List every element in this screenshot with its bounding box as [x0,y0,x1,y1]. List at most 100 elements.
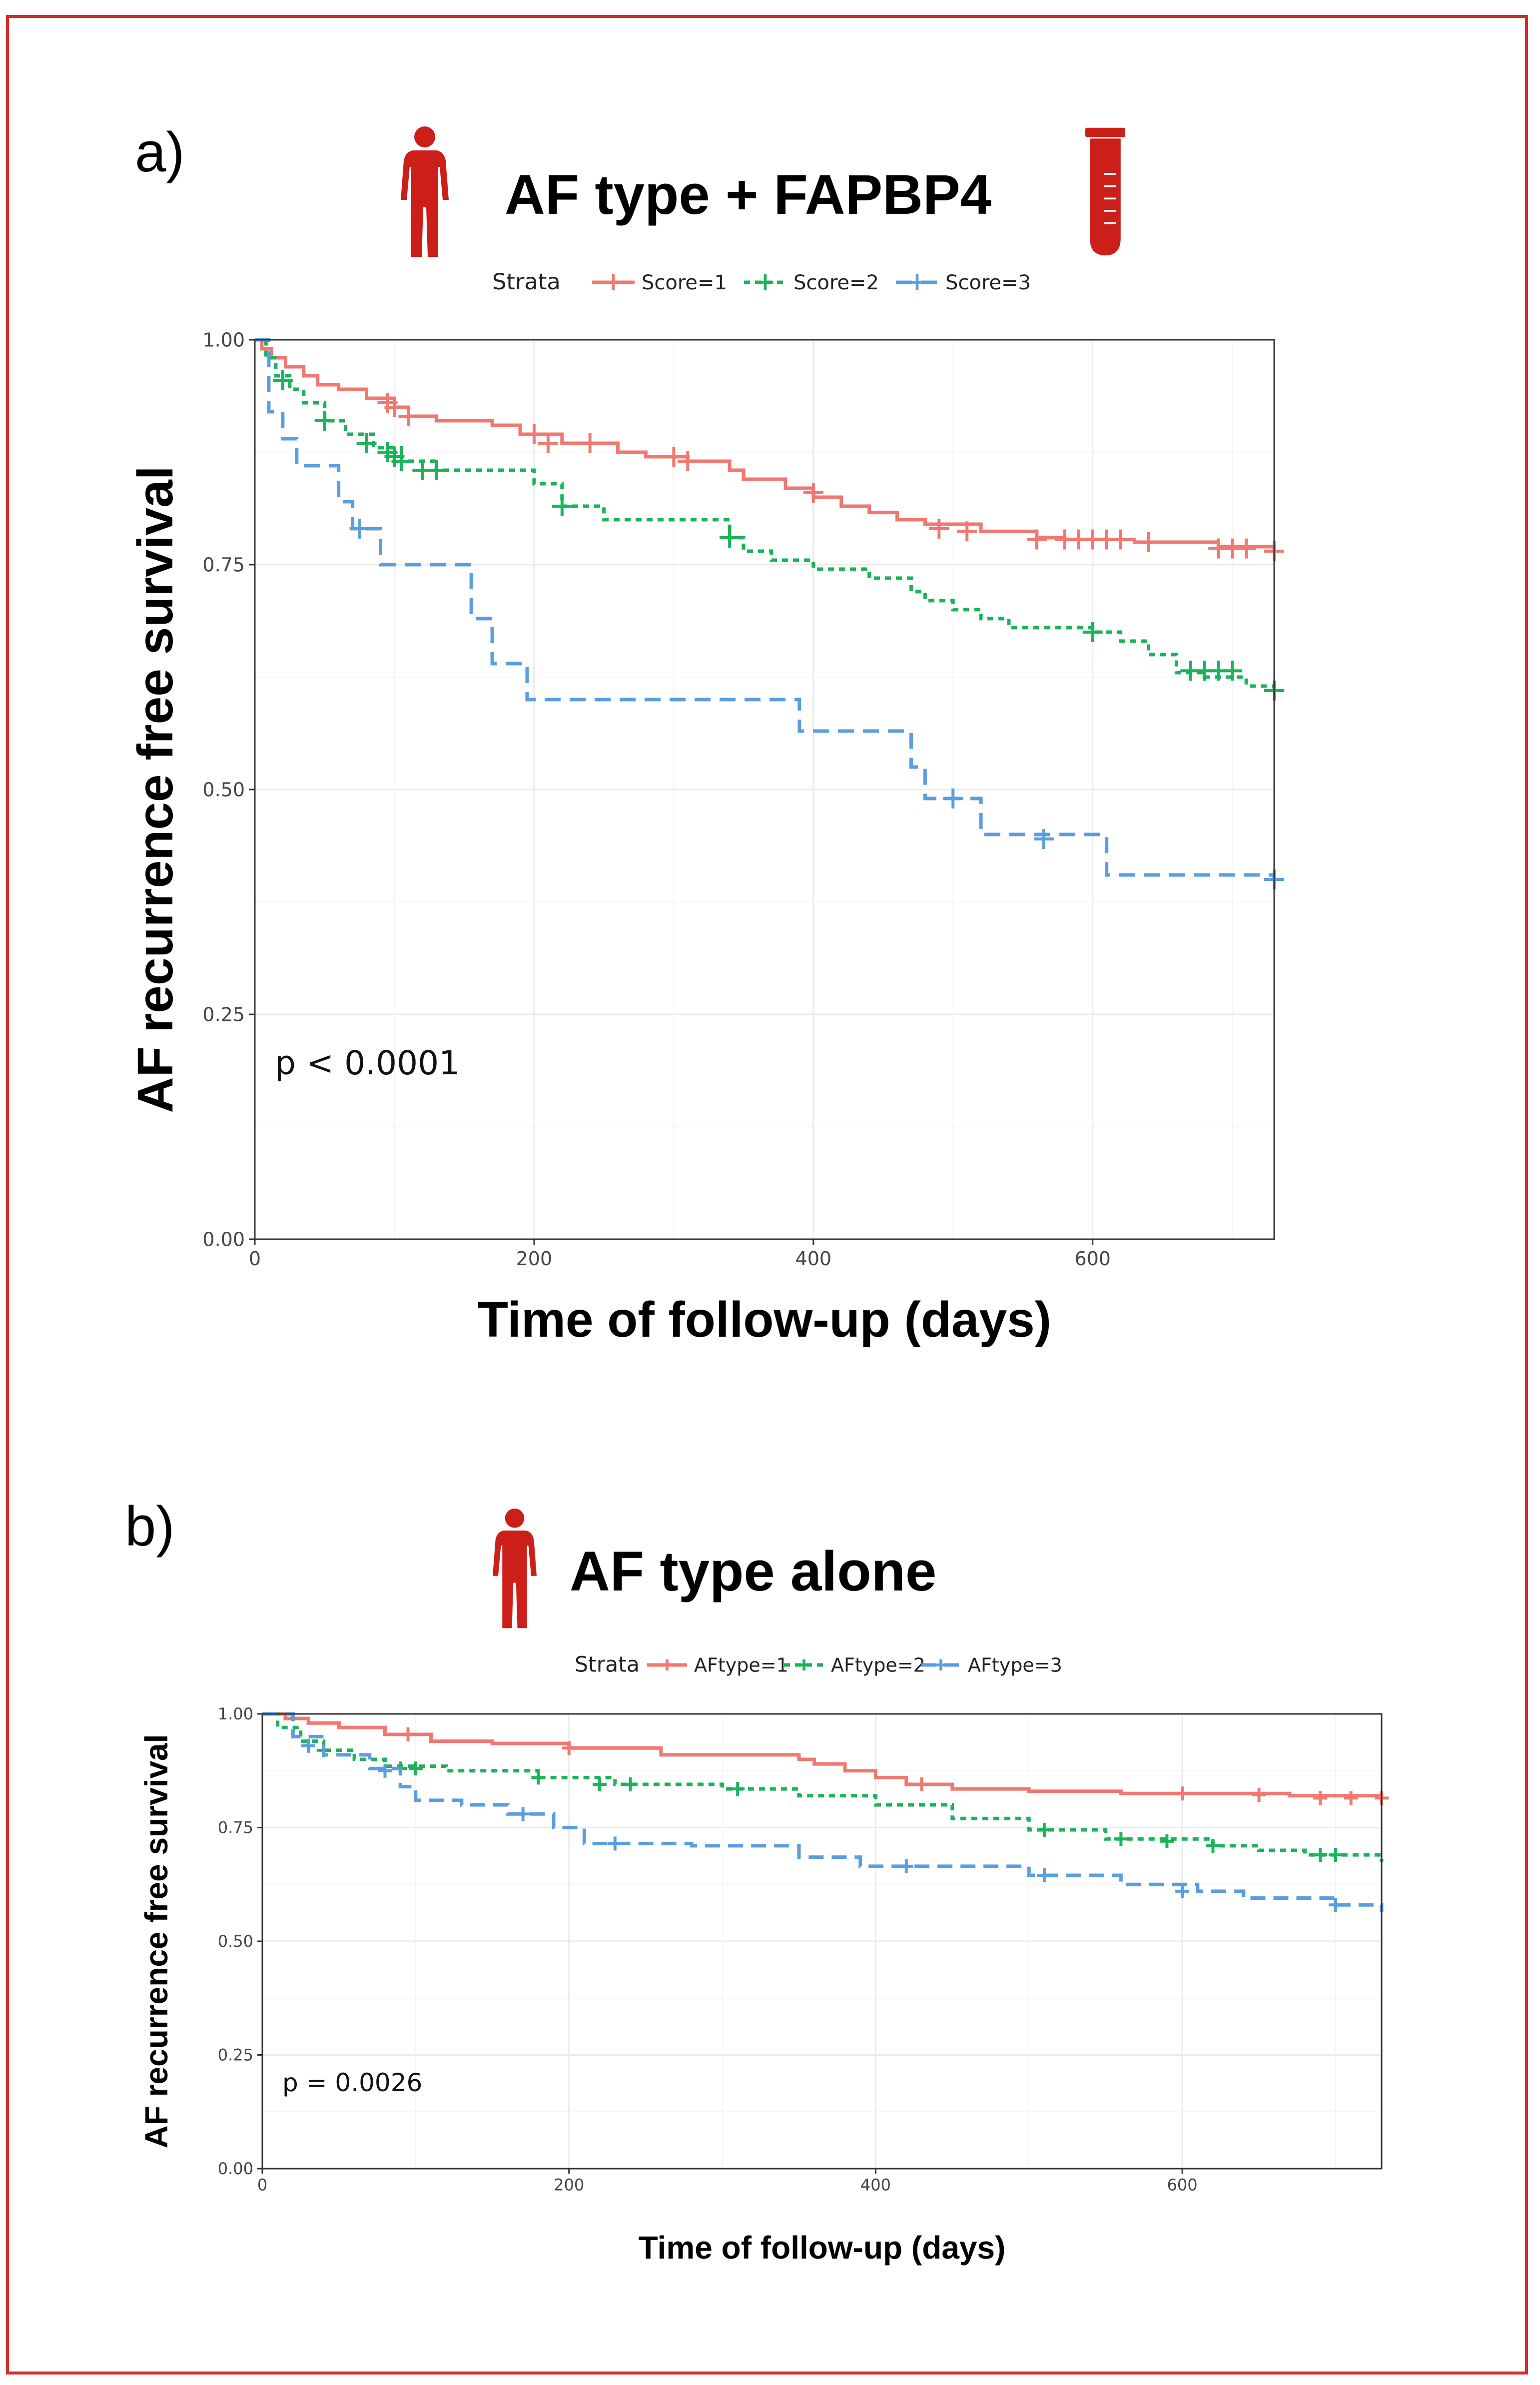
survival-curve-3 [262,1712,1384,1912]
person-icon [401,126,449,257]
p-value-annotation: p < 0.0001 [275,1044,460,1082]
legend-key-marker [661,1659,673,1671]
censor-mark [314,411,335,431]
censor-mark [408,1761,423,1776]
censor-mark [1206,1838,1220,1853]
legend-label-2: Score=2 [793,271,879,294]
censor-mark [1328,1898,1343,1912]
censor-mark [1175,1786,1190,1801]
x-tick-label: 200 [516,1248,553,1270]
x-tick-label: 0 [249,1248,261,1270]
censor-mark [401,1727,415,1741]
censor-mark [1344,1791,1358,1805]
x-tick-label: 0 [257,2176,267,2195]
legend-key-marker [935,1659,947,1671]
censor-mark [426,460,447,480]
legend-title: Strata [575,1652,640,1677]
legend-key-marker [909,274,925,290]
censor-mark [623,1777,638,1792]
y-tick-label: 0.00 [218,2159,253,2178]
censor-mark [391,451,412,471]
survival-curve-1 [255,338,1276,551]
censor-mark [552,496,572,516]
y-axis-title: AF recurrence free survival [138,1734,174,2149]
censor-mark [1110,529,1131,550]
censor-mark [398,406,419,426]
x-tick-label: 200 [554,2176,584,2195]
legend-label-2: AFtype=2 [831,1654,925,1676]
censor-mark [1328,1848,1343,1862]
y-tick-label: 1.00 [202,329,245,351]
censor-mark [1252,1787,1266,1802]
legend-label-3: Score=3 [945,271,1031,294]
test-tube-icon [1085,127,1125,256]
panel-a-label: a) [135,121,185,183]
x-axis-title: Time of follow-up (days) [478,1292,1051,1348]
censor-mark [516,1807,530,1821]
censor-mark [1236,538,1257,559]
censor-mark [678,451,698,471]
y-tick-label: 0.25 [218,2046,253,2065]
censor-mark [1037,1868,1051,1883]
x-tick-label: 400 [860,2176,891,2195]
censor-mark [378,1763,392,1778]
censor-mark [943,789,963,808]
y-axis-title: AF recurrence free survival [127,466,183,1113]
legend-key-marker [757,274,773,290]
censor-mark [803,483,823,503]
censor-mark [524,424,544,444]
censor-mark [562,1741,576,1755]
censor-mark [1138,532,1159,552]
x-tick-label: 600 [1167,2176,1198,2195]
legend-title: Strata [492,268,561,295]
censor-mark [664,447,684,467]
y-tick-label: 0.75 [218,1818,253,1837]
censor-mark [899,1859,913,1873]
survival-curve-1 [262,1712,1384,1798]
censor-mark [349,519,370,539]
censor-mark [1114,1832,1128,1846]
x-tick-label: 400 [795,1248,832,1270]
censor-mark [720,528,740,548]
censor-mark [1082,622,1103,642]
censor-mark [593,1777,607,1792]
y-tick-label: 0.75 [202,554,245,576]
legend-key-marker [605,274,622,290]
censor-mark [914,1777,929,1792]
censor-mark [531,1770,546,1785]
censor-mark [1037,1823,1051,1837]
legend-label-1: AFtype=1 [694,1654,788,1676]
censor-mark [957,521,977,542]
panel-b-label: b) [125,1495,175,1558]
person-icon [493,1509,537,1628]
x-axis-title: Time of follow-up (days) [639,2230,1006,2266]
censor-mark [929,519,949,539]
censor-mark [538,433,558,453]
censor-mark [301,1738,316,1753]
legend-label-1: Score=1 [642,271,727,294]
legend-label-3: AFtype=3 [968,1654,1062,1676]
y-tick-label: 0.00 [202,1228,245,1250]
censor-mark [608,1836,622,1851]
figure-border [6,15,1528,2375]
censor-mark [1160,1834,1174,1848]
censor-mark [1175,1884,1190,1898]
y-tick-label: 0.25 [202,1003,245,1025]
censor-mark [1026,529,1047,550]
y-tick-label: 0.50 [202,779,245,800]
y-tick-label: 0.50 [218,1932,253,1951]
panel-a-title: AF type + FAPBP4 [505,163,992,226]
survival-curve-3 [255,338,1276,879]
x-tick-label: 600 [1074,1248,1111,1270]
legend-key-marker [798,1659,810,1671]
censor-mark [1222,661,1243,681]
censor-mark [1313,1791,1328,1805]
censor-mark [356,433,377,453]
censor-mark [580,433,600,453]
censor-mark [731,1782,745,1796]
chart-a: 0.00 0.25 0.50 0.75 1.00 0 200 400 600 Time of fo… [127,268,1284,1348]
censor-mark [1033,829,1054,849]
censor-mark [272,370,293,390]
p-value-annotation: p = 0.0026 [282,2068,422,2097]
